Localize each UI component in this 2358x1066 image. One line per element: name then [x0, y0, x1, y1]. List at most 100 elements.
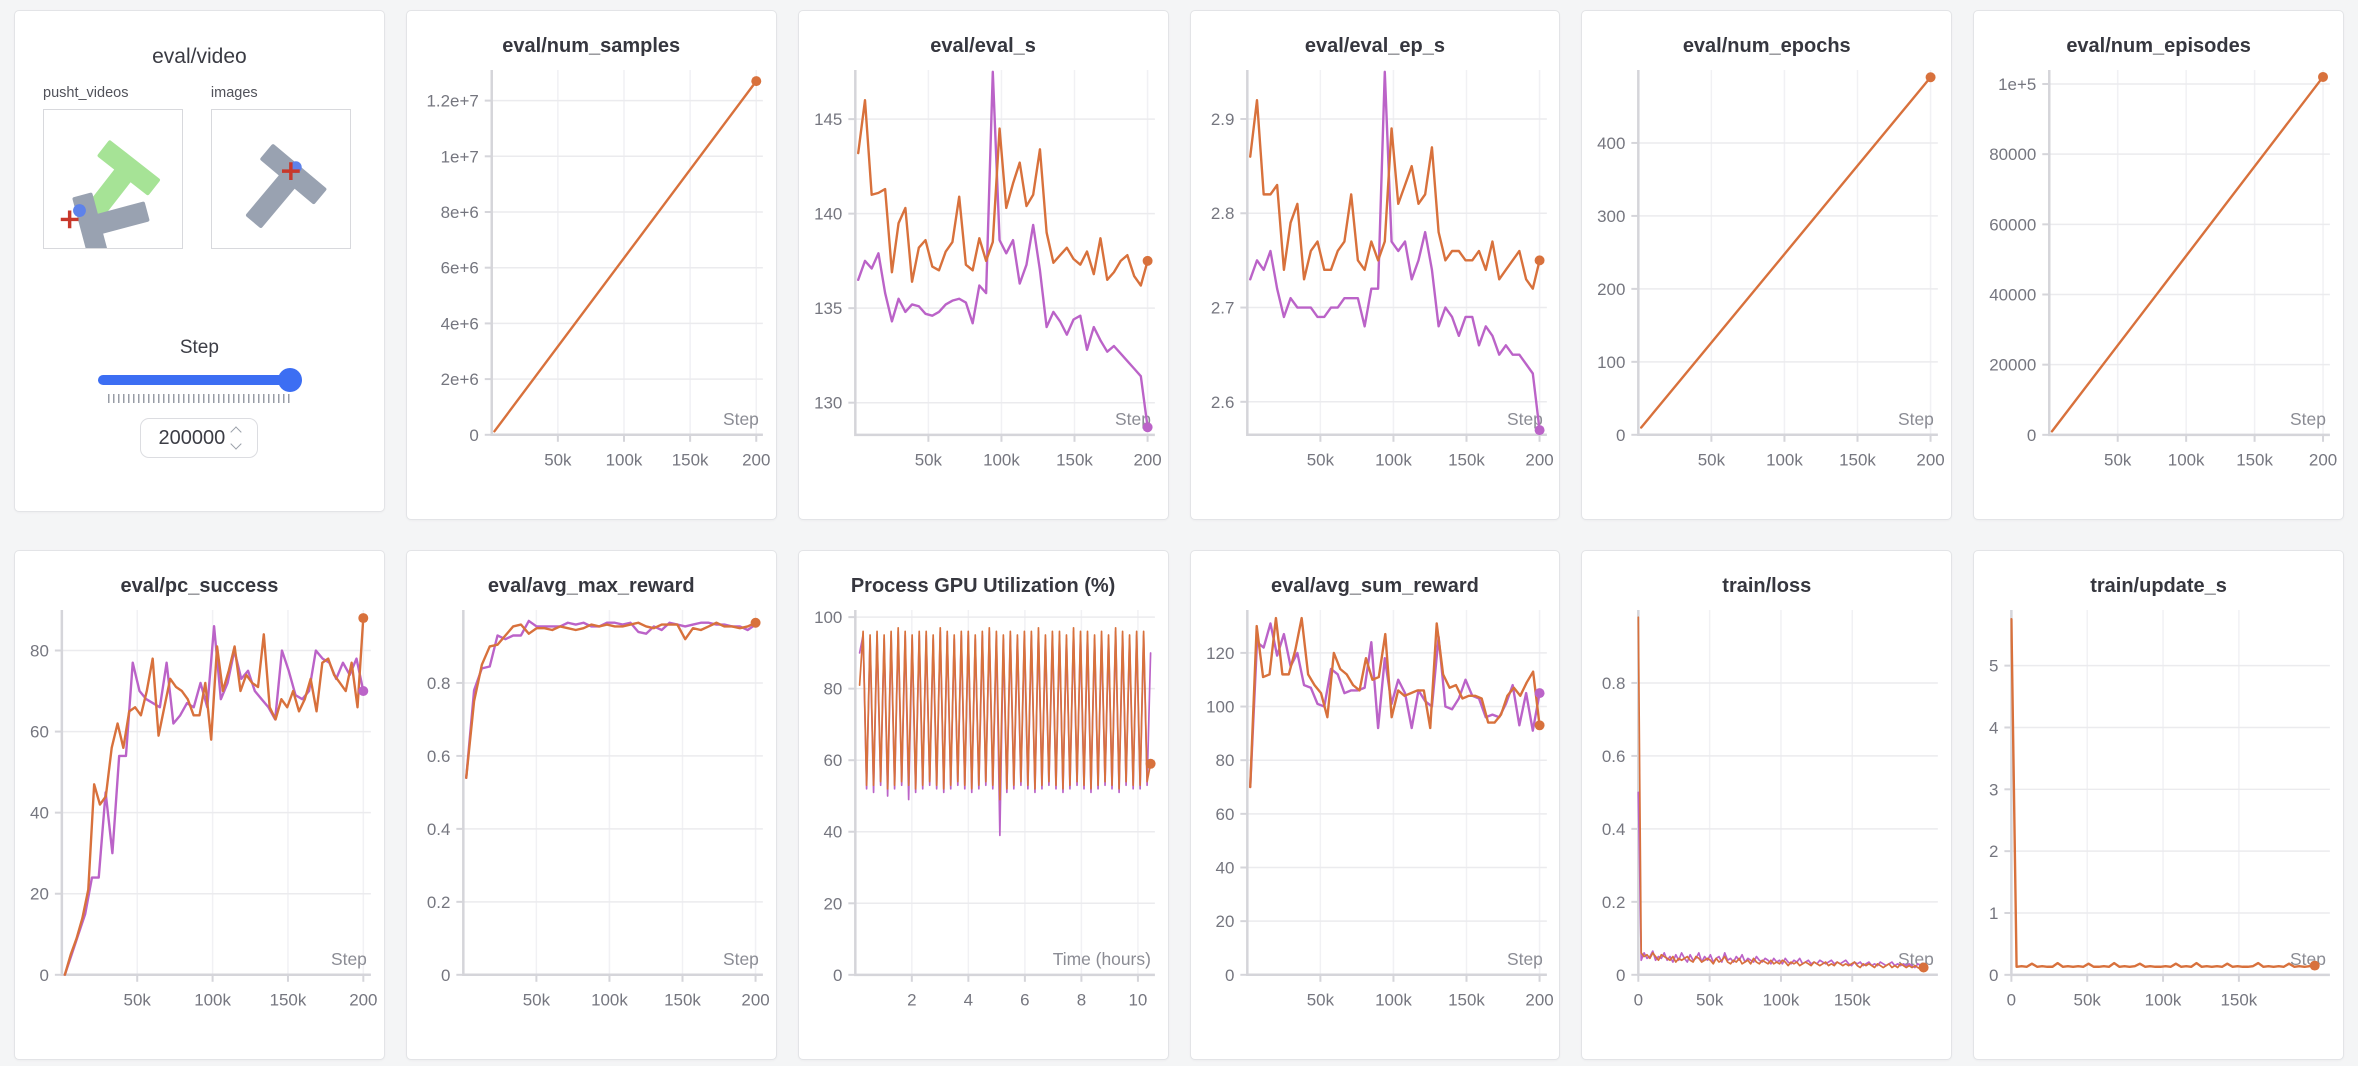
green-t-block: [85, 140, 160, 220]
number-spinner[interactable]: [230, 426, 242, 450]
svg-text:40: 40: [30, 804, 49, 823]
svg-text:Step: Step: [723, 409, 759, 429]
gray-t-block: [245, 144, 327, 228]
slider-handle[interactable]: [278, 368, 303, 392]
svg-text:40: 40: [823, 823, 842, 842]
svg-text:6e+6: 6e+6: [440, 259, 478, 278]
panel-title: eval/num_samples: [502, 35, 681, 57]
svg-text:0: 0: [1616, 426, 1625, 445]
svg-text:150k: 150k: [1839, 451, 1876, 470]
svg-text:6: 6: [1020, 991, 1029, 1010]
step-slider-label: Step: [179, 337, 219, 358]
svg-text:60: 60: [30, 723, 49, 742]
spinner-up-icon[interactable]: [230, 426, 242, 438]
svg-text:150k: 150k: [1448, 451, 1485, 470]
svg-text:50k: 50k: [2074, 991, 2102, 1010]
step-slider[interactable]: [98, 368, 303, 392]
svg-text:200: 200: [742, 451, 770, 470]
svg-text:200: 200: [2309, 451, 2337, 470]
svg-text:Step: Step: [1507, 409, 1543, 429]
chart-gpu-utilization[interactable]: 0 20 40 60 80 100 2 4 6 8 10 Time (hours): [799, 602, 1168, 1031]
agent-dot: [73, 204, 86, 217]
panel-eval-num-episodes: eval/num_episodes 0 20000 40000 60000 80000 1…: [1973, 10, 2344, 520]
pusht-video-thumbnail[interactable]: [43, 109, 183, 249]
panel-eval-pc-success: eval/pc_success 0 20 40 60 80 50k 100k 150k 200 S…: [14, 550, 385, 1060]
svg-text:100k: 100k: [1375, 991, 1412, 1010]
chart-eval-pc-success[interactable]: 0 20 40 60 80 50k 100k 150k 200 Step: [15, 602, 384, 1031]
svg-text:60000: 60000: [1989, 215, 2036, 234]
svg-text:2.6: 2.6: [1210, 393, 1234, 412]
svg-text:145: 145: [814, 110, 842, 129]
svg-text:1.2e+7: 1.2e+7: [426, 92, 478, 111]
panel-title: eval/num_episodes: [2066, 35, 2251, 57]
svg-text:4e+6: 4e+6: [440, 314, 478, 333]
svg-text:0.4: 0.4: [427, 820, 451, 839]
svg-text:0.8: 0.8: [1602, 674, 1626, 693]
svg-text:60: 60: [1215, 805, 1234, 824]
svg-text:Step: Step: [1115, 409, 1151, 429]
svg-text:3: 3: [1989, 780, 1998, 799]
svg-text:2e+6: 2e+6: [440, 370, 478, 389]
panel-eval-num-epochs: eval/num_epochs 0 100 200 300 400 50k 100k 150k…: [1581, 10, 1953, 520]
panel-title: eval/avg_sum_reward: [1270, 575, 1479, 597]
svg-text:200: 200: [1133, 451, 1161, 470]
svg-text:135: 135: [814, 299, 842, 318]
svg-text:2.9: 2.9: [1210, 110, 1234, 129]
panel-eval-video: eval/video pusht_videos: [14, 10, 385, 512]
svg-text:80: 80: [30, 641, 49, 660]
panel-train-loss: train/loss 0 0.2 0.4 0.6 0.8 0 50k 100k 150k Step: [1581, 550, 1953, 1060]
svg-text:0: 0: [833, 966, 842, 985]
svg-text:1e+5: 1e+5: [1998, 75, 2036, 94]
chart-eval-num-samples[interactable]: 0 2e+6 4e+6 6e+6 8e+6 1e+7 1.2e+7 50k 100k 150k 20…: [407, 62, 776, 491]
media-label-images: images: [210, 85, 258, 101]
pusht-render-1: [60, 140, 160, 248]
images-thumbnail[interactable]: [210, 109, 351, 249]
media-pusht-videos: pusht_videos: [43, 85, 188, 249]
spinner-down-icon[interactable]: [230, 438, 242, 450]
svg-text:0: 0: [1634, 991, 1643, 1010]
media-label-pusht-videos: pusht_videos: [43, 85, 129, 101]
chart-eval-avg-sum-reward[interactable]: 0 20 40 60 80 100 120 50k 100k 150k 200 Step: [1191, 602, 1560, 1031]
svg-text:150k: 150k: [2236, 451, 2273, 470]
svg-text:100k: 100k: [605, 451, 642, 470]
svg-text:0: 0: [39, 966, 48, 985]
svg-text:0: 0: [441, 966, 450, 985]
panel-eval-num-samples: eval/num_samples 0 2e+6 4e+6 6e+6 8e+6 1e+7 1.…: [405, 10, 777, 520]
svg-text:100: 100: [1597, 353, 1625, 372]
svg-text:5: 5: [1989, 657, 1998, 676]
chart-eval-eval-ep-s[interactable]: 2.6 2.7 2.8 2.9 50k 100k 150k 200 Step: [1191, 62, 1560, 491]
svg-text:60: 60: [823, 751, 842, 770]
chart-eval-num-episodes[interactable]: 0 20000 40000 60000 80000 1e+5 50k 100k 150k 200 S…: [1974, 62, 2343, 491]
svg-text:2.8: 2.8: [1210, 204, 1234, 223]
svg-text:20: 20: [30, 885, 49, 904]
svg-text:80: 80: [823, 680, 842, 699]
panel-title: eval/pc_success: [120, 575, 279, 597]
svg-text:0.6: 0.6: [1602, 747, 1626, 766]
svg-text:150k: 150k: [1834, 991, 1871, 1010]
svg-text:200: 200: [1597, 280, 1625, 299]
chart-eval-avg-max-reward[interactable]: 0 0.2 0.4 0.6 0.8 50k 100k 150k 200 Step: [407, 602, 776, 1031]
svg-text:0: 0: [1224, 966, 1233, 985]
slider-track[interactable]: [98, 375, 301, 385]
svg-text:Step: Step: [1898, 409, 1934, 429]
chart-eval-eval-s[interactable]: 130 135 140 145 50k 100k 150k 200 Step: [799, 62, 1168, 491]
svg-text:80: 80: [1215, 751, 1234, 770]
svg-text:200: 200: [349, 991, 377, 1010]
svg-text:0.4: 0.4: [1602, 820, 1626, 839]
svg-text:120: 120: [1206, 644, 1234, 663]
panel-train-update-s: train/update_s 0 1 2 3 4 5 0 50k 100k 150k Step: [1973, 550, 2344, 1060]
step-number-input[interactable]: 200000: [140, 418, 259, 458]
svg-text:0: 0: [2007, 991, 2016, 1010]
chart-eval-num-epochs[interactable]: 0 100 200 300 400 50k 100k 150k 200 Step: [1582, 62, 1951, 491]
svg-text:100k: 100k: [1375, 451, 1412, 470]
svg-text:50k: 50k: [1698, 451, 1726, 470]
svg-text:1: 1: [1989, 904, 1998, 923]
svg-text:300: 300: [1597, 207, 1625, 226]
svg-text:Time (hours): Time (hours): [1052, 949, 1150, 969]
svg-text:8e+6: 8e+6: [440, 203, 478, 222]
svg-text:100k: 100k: [1763, 991, 1800, 1010]
panel-title: eval/eval_ep_s: [1304, 35, 1445, 57]
